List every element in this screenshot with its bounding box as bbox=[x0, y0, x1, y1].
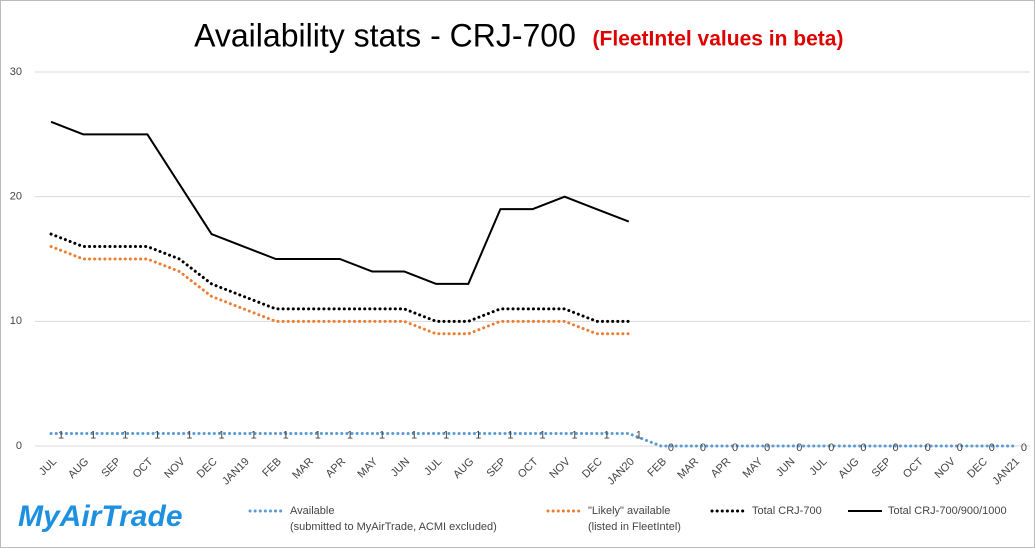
data-label: 1 bbox=[411, 429, 417, 441]
data-label: 1 bbox=[539, 429, 545, 441]
series-line bbox=[49, 232, 631, 323]
legend-sublabel: (submitted to MyAirTrade, ACMI excluded) bbox=[290, 521, 497, 533]
data-label: 1 bbox=[347, 429, 353, 441]
series-line bbox=[49, 245, 631, 336]
data-label: 1 bbox=[186, 429, 192, 441]
data-label: 0 bbox=[989, 442, 995, 454]
y-tick-label: 10 bbox=[10, 315, 22, 327]
data-label: 1 bbox=[58, 429, 64, 441]
legend-label: Total CRJ-700 bbox=[752, 505, 822, 517]
y-tick-label: 0 bbox=[16, 440, 22, 452]
data-label: 0 bbox=[925, 442, 931, 454]
data-label: 1 bbox=[507, 429, 513, 441]
series-line bbox=[49, 432, 1016, 448]
chart-title: Availability stats - CRJ-700 bbox=[194, 17, 576, 53]
data-label: 1 bbox=[636, 429, 642, 441]
y-tick-label: 30 bbox=[10, 66, 22, 78]
data-label: 0 bbox=[860, 442, 866, 454]
data-label: 0 bbox=[668, 442, 674, 454]
series-line bbox=[50, 120, 630, 285]
data-label: 0 bbox=[764, 442, 770, 454]
data-label: 1 bbox=[572, 429, 578, 441]
data-label: 0 bbox=[893, 442, 899, 454]
data-label: 1 bbox=[218, 429, 224, 441]
logo: MyAirTrade bbox=[18, 500, 183, 533]
y-tick-label: 20 bbox=[10, 191, 22, 203]
legend-label: Total CRJ-700/900/1000 bbox=[888, 505, 1007, 517]
data-label: 1 bbox=[154, 429, 160, 441]
data-label: 0 bbox=[796, 442, 802, 454]
data-label: 1 bbox=[251, 429, 257, 441]
data-label: 1 bbox=[90, 429, 96, 441]
data-label: 0 bbox=[1021, 442, 1027, 454]
chart-subtitle: (FleetIntel values in beta) bbox=[593, 28, 844, 51]
data-label: 0 bbox=[700, 442, 706, 454]
data-label: 1 bbox=[283, 429, 289, 441]
data-label: 1 bbox=[122, 429, 128, 441]
data-label: 1 bbox=[315, 429, 321, 441]
data-label: 0 bbox=[732, 442, 738, 454]
data-label: 1 bbox=[604, 429, 610, 441]
data-label: 0 bbox=[828, 442, 834, 454]
legend-label: "Likely" available bbox=[588, 505, 670, 517]
legend-label: Available bbox=[290, 505, 334, 517]
data-label: 1 bbox=[379, 429, 385, 441]
data-label: 1 bbox=[443, 429, 449, 441]
data-label: 0 bbox=[957, 442, 963, 454]
data-label: 1 bbox=[475, 429, 481, 441]
legend-sublabel: (listed in FleetIntel) bbox=[588, 521, 681, 533]
